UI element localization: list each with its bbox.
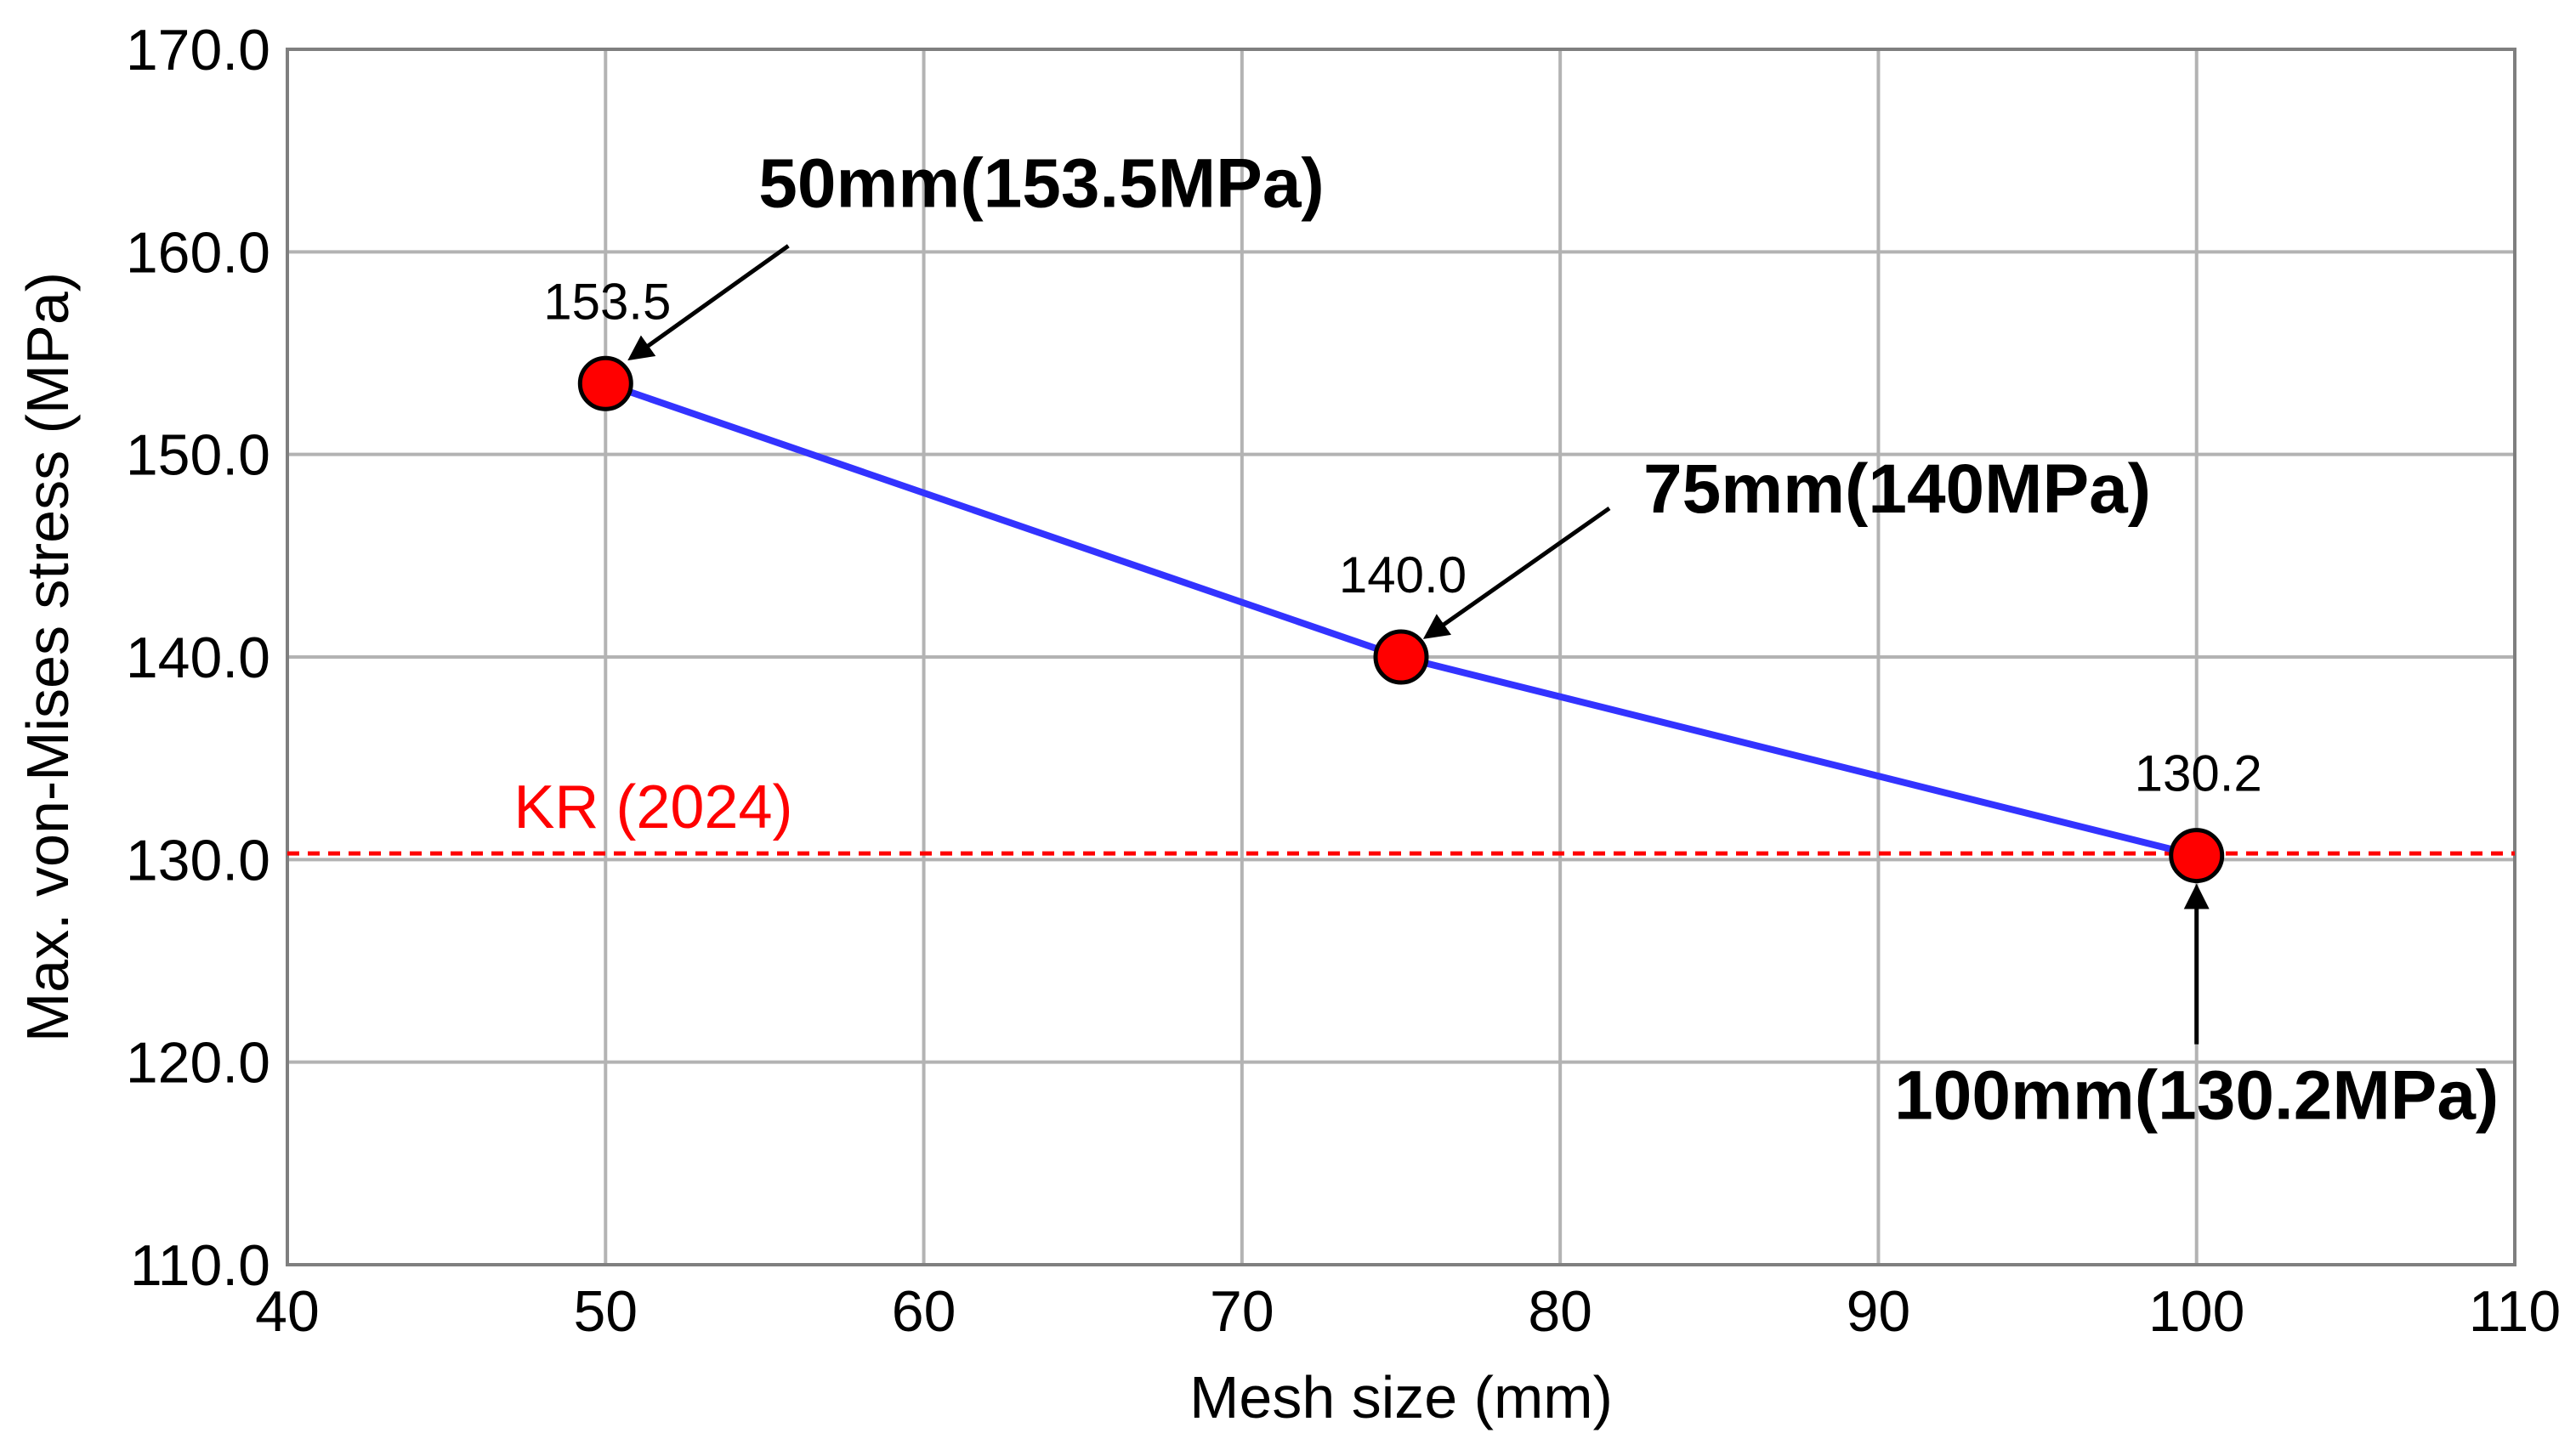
y-tick-label: 110.0 [130, 1233, 270, 1298]
x-tick-label: 80 [1528, 1279, 1592, 1344]
x-tick-label: 90 [1847, 1279, 1911, 1344]
callout-arrows [627, 244, 2210, 1045]
x-tick-label: 60 [892, 1279, 956, 1344]
grid [286, 48, 2516, 1266]
callout-label: 100mm(130.2MPa) [1894, 1057, 2499, 1135]
data-point [1373, 629, 1429, 685]
x-tick-label: 50 [573, 1279, 638, 1344]
callout-label: 50mm(153.5MPa) [758, 144, 1324, 222]
y-tick-label: 130.0 [126, 828, 270, 892]
x-axis-title: Mesh size (mm) [1189, 1364, 1613, 1430]
callout-arrow [627, 244, 790, 361]
callout-label: 75mm(140MPa) [1643, 450, 2151, 528]
data-label: 130.2 [2135, 745, 2262, 802]
y-tick-label: 170.0 [126, 18, 270, 82]
data-labels: 153.5 140.0 130.2 [543, 273, 2262, 801]
data-point [2169, 828, 2225, 884]
y-tick-label: 160.0 [126, 220, 270, 285]
x-tick-label: 40 [255, 1279, 320, 1344]
data-label: 153.5 [543, 273, 671, 330]
data-point [577, 355, 633, 411]
y-tick-label: 150.0 [126, 423, 270, 488]
x-tick-label: 100 [2148, 1279, 2244, 1344]
x-axis-ticks: 40 50 60 70 80 90 100 110 [255, 1279, 2561, 1344]
y-axis-title: Max. von-Mises stress (MPa) [14, 272, 81, 1042]
x-tick-label: 110 [2469, 1279, 2561, 1344]
data-points [577, 355, 2225, 884]
callouts: 50mm(153.5MPa) 75mm(140MPa) 100mm(130.2MPa… [758, 144, 2499, 1134]
y-axis-ticks: 110.0 120.0 130.0 140.0 150.0 160.0 170.0 [126, 18, 270, 1298]
x-tick-label: 70 [1210, 1279, 1274, 1344]
plot-area [286, 48, 2516, 1266]
y-tick-label: 140.0 [126, 626, 270, 690]
y-tick-label: 120.0 [126, 1031, 270, 1096]
callout-arrow [1422, 506, 1611, 639]
reference-line-label: KR (2024) [513, 773, 792, 841]
data-label: 140.0 [1339, 547, 1467, 603]
